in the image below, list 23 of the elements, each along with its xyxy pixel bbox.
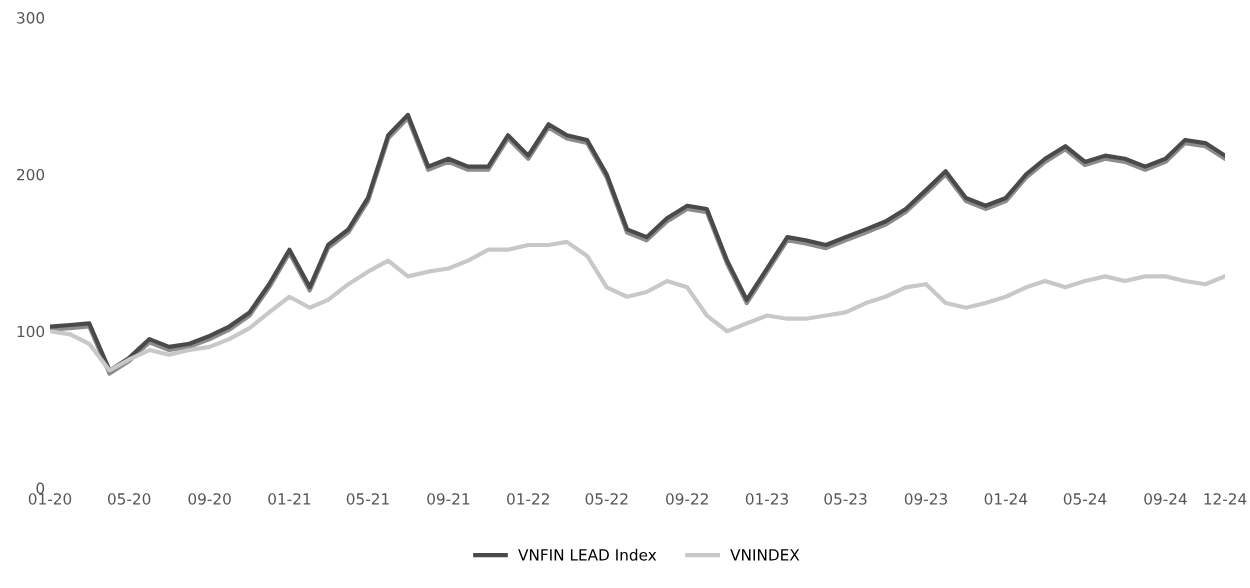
x-tick-label: 01-24 [984, 493, 1028, 505]
x-tick-label: 05-21 [346, 493, 389, 505]
x-tick-label: 01-20 [28, 493, 72, 505]
legend-label: VNINDEX [730, 549, 800, 561]
line-series [50, 239, 1225, 373]
x-tick-label: 05-24 [1063, 493, 1107, 505]
x-tick-label: 09-21 [427, 493, 470, 505]
x-tick-label: 05-22 [585, 493, 628, 505]
y-tick-label: 200 [17, 168, 45, 181]
y-tick-label: 0 [36, 482, 45, 495]
x-tick-label: 05-23 [824, 493, 867, 505]
y-tick-label: 300 [17, 12, 45, 24]
x-tick-label: 09-24 [1144, 493, 1187, 505]
x-tick-label: 12-24 [1204, 493, 1247, 505]
x-tick-label: 05-20 [107, 493, 151, 505]
x-tick-label: 09-22 [666, 493, 708, 505]
y-tick-label: 100 [17, 325, 45, 338]
x-tick-label: 01-21 [268, 493, 311, 505]
x-tick-label: 09-23 [904, 493, 947, 505]
x-tick-label: 09-20 [188, 493, 231, 505]
x-tick-label: 01-23 [745, 493, 789, 505]
legend-label: VNFIN LEAD Index [518, 548, 657, 561]
x-tick-label: 01-22 [507, 493, 549, 505]
